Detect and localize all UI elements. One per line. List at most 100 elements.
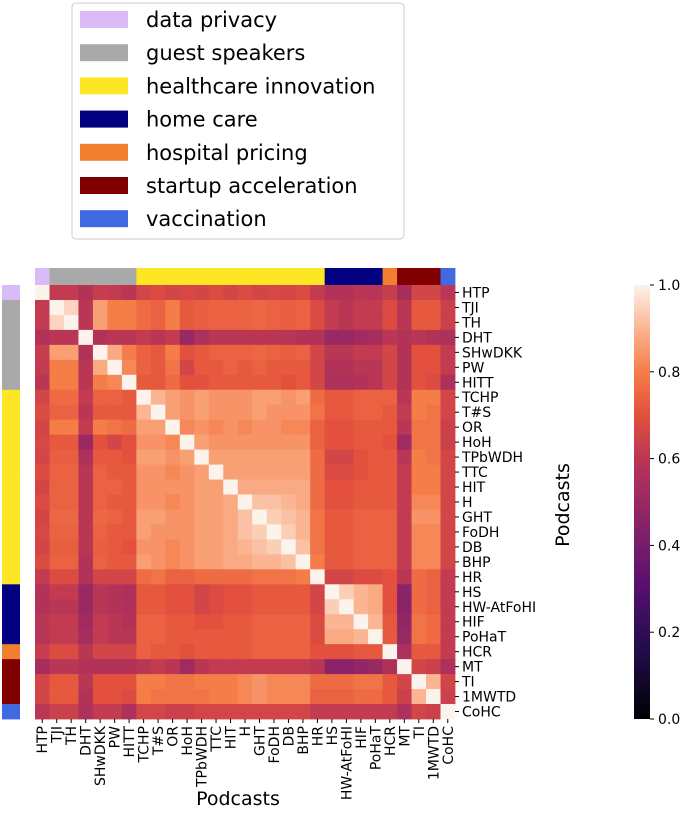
heatmap-cell xyxy=(281,494,297,510)
heatmap-cell xyxy=(440,389,456,406)
heatmap-cell xyxy=(426,359,441,376)
heatmap-cell xyxy=(368,659,383,675)
heatmap-cell xyxy=(49,404,65,421)
heatmap-cell xyxy=(179,554,195,570)
heatmap-cell xyxy=(49,389,65,406)
heatmap-cell xyxy=(368,599,383,615)
heatmap-cell xyxy=(223,569,239,585)
y-tick-labels: HTPTJITHDHTSHwDKKPWHITTTCHPT#SORHoHTPbWD… xyxy=(455,285,536,721)
heatmap-cell xyxy=(92,539,108,555)
heatmap-cell xyxy=(35,704,50,720)
heatmap-cell xyxy=(107,314,123,331)
heatmap-cell xyxy=(382,509,398,525)
heatmap-cell xyxy=(49,599,65,615)
heatmap-cell xyxy=(281,554,297,570)
heatmap-cell xyxy=(78,659,94,675)
heatmap-cell xyxy=(49,614,65,630)
heatmap-cell xyxy=(194,419,210,436)
heatmap-cell xyxy=(237,554,253,570)
heatmap-cell xyxy=(295,374,311,391)
heatmap-cell xyxy=(165,614,181,630)
heatmap-cell xyxy=(208,359,224,376)
heatmap-cell xyxy=(397,329,412,346)
column-group-swatch xyxy=(179,268,195,285)
heatmap-cell xyxy=(397,434,412,451)
heatmap-cell xyxy=(194,629,210,645)
heatmap-cell xyxy=(281,614,297,630)
heatmap-cell xyxy=(92,524,108,540)
heatmap-cell xyxy=(295,359,311,376)
heatmap-cell xyxy=(179,285,195,301)
heatmap-cell xyxy=(237,285,253,301)
heatmap-cell xyxy=(339,479,355,495)
heatmap-cell xyxy=(107,569,123,585)
heatmap-cell xyxy=(136,614,152,630)
heatmap-cell xyxy=(295,344,311,361)
column-group-swatch xyxy=(150,268,166,285)
heatmap-cell xyxy=(179,419,195,436)
x-tick-label: HS xyxy=(325,726,341,746)
heatmap-cell xyxy=(179,374,195,391)
heatmap-cell xyxy=(426,449,441,465)
heatmap-cell xyxy=(397,374,412,391)
heatmap-cell xyxy=(165,299,181,316)
colorbar: 0.0 0.2 0.4 0.6 0.8 1.0 xyxy=(634,278,680,728)
legend-swatch xyxy=(80,143,128,161)
heatmap-cell xyxy=(397,509,412,525)
heatmap-cell xyxy=(295,389,311,406)
heatmap-cell xyxy=(136,704,152,720)
y-tick-label: CoHC xyxy=(462,705,501,721)
heatmap-cell xyxy=(440,479,456,495)
heatmap-cell xyxy=(353,314,369,331)
row-group-swatch xyxy=(2,449,20,465)
heatmap-cell xyxy=(78,614,94,630)
heatmap-cell xyxy=(121,644,137,660)
heatmap-cell xyxy=(426,539,441,555)
heatmap-cell xyxy=(281,644,297,660)
heatmap-cell xyxy=(35,285,50,301)
heatmap-cell xyxy=(266,479,282,495)
heatmap-cell xyxy=(266,539,282,555)
heatmap-cell xyxy=(266,299,282,316)
heatmap-cell xyxy=(295,494,311,510)
heatmap-cell xyxy=(107,539,123,555)
heatmap-cell xyxy=(411,584,427,600)
heatmap-cell xyxy=(223,509,239,525)
heatmap-cell xyxy=(353,419,369,436)
heatmap-cell xyxy=(107,285,123,301)
heatmap-cell xyxy=(194,584,210,600)
heatmap-cell xyxy=(310,614,326,630)
column-group-swatch xyxy=(92,268,108,285)
heatmap-cell xyxy=(368,314,383,331)
heatmap-cell xyxy=(179,494,195,510)
heatmap-cell xyxy=(281,404,297,421)
y-tick-label: HoH xyxy=(462,435,492,451)
legend-label: healthcare innovation xyxy=(146,74,375,98)
heatmap-cell xyxy=(310,449,326,465)
heatmap-cell xyxy=(339,644,355,660)
heatmap-cell xyxy=(397,614,412,630)
heatmap-cell xyxy=(382,344,398,361)
heatmap-cell xyxy=(35,434,50,451)
heatmap-cell xyxy=(35,584,50,600)
heatmap-cell xyxy=(165,329,181,346)
heatmap-cell xyxy=(252,554,268,570)
heatmap-cell xyxy=(382,554,398,570)
heatmap-cell xyxy=(78,689,94,705)
heatmap-cell xyxy=(92,419,108,436)
heatmap-cell xyxy=(194,464,210,480)
row-group-swatch xyxy=(2,374,20,391)
heatmap-cell xyxy=(63,554,79,570)
heatmap-cell xyxy=(223,539,239,555)
heatmap-cell xyxy=(353,509,369,525)
heatmap-cell xyxy=(208,539,224,555)
heatmap-cell xyxy=(150,449,166,465)
heatmap-cell xyxy=(165,359,181,376)
heatmap-cell xyxy=(324,614,340,630)
column-group-swatch xyxy=(107,268,123,285)
heatmap-cell xyxy=(194,449,210,465)
x-tick-label: T#S xyxy=(151,726,167,756)
heatmap-cell xyxy=(339,329,355,346)
heatmap-cell xyxy=(165,539,181,555)
heatmap-cell xyxy=(411,419,427,436)
